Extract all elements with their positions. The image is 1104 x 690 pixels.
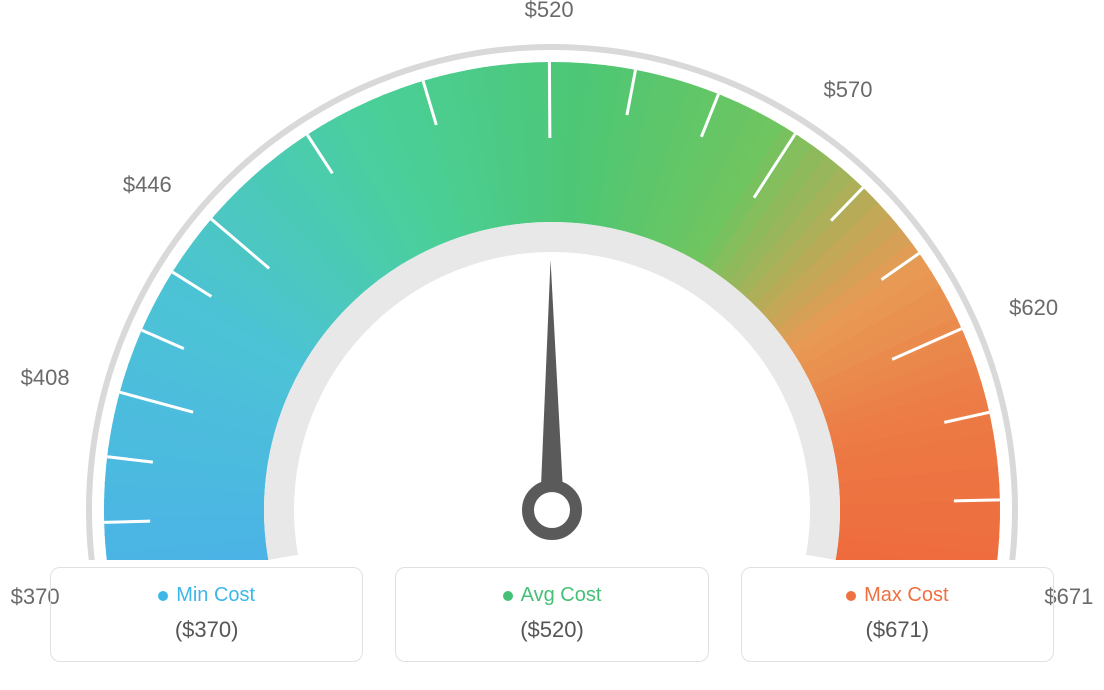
legend-card-min: Min Cost ($370) bbox=[50, 567, 363, 662]
tick-label: $446 bbox=[123, 172, 172, 198]
tick-label: $620 bbox=[1009, 295, 1058, 321]
tick-label: $570 bbox=[824, 77, 873, 103]
legend-min-value: ($370) bbox=[61, 617, 352, 643]
gauge-svg bbox=[0, 0, 1104, 560]
chart-container: $370$408$446$520$570$620$671 Min Cost ($… bbox=[0, 0, 1104, 690]
dot-icon bbox=[846, 591, 856, 601]
legend-card-avg: Avg Cost ($520) bbox=[395, 567, 708, 662]
legend-row: Min Cost ($370) Avg Cost ($520) Max Cost… bbox=[50, 567, 1054, 662]
tick-label: $408 bbox=[21, 365, 70, 391]
legend-avg-value: ($520) bbox=[406, 617, 697, 643]
legend-title-min: Min Cost bbox=[61, 584, 352, 607]
legend-avg-label: Avg Cost bbox=[521, 584, 602, 606]
gauge-area: $370$408$446$520$570$620$671 bbox=[0, 0, 1104, 560]
tick-label: $520 bbox=[525, 0, 574, 23]
legend-min-label: Min Cost bbox=[176, 584, 255, 606]
legend-card-max: Max Cost ($671) bbox=[741, 567, 1054, 662]
legend-max-value: ($671) bbox=[752, 617, 1043, 643]
legend-max-label: Max Cost bbox=[864, 584, 948, 606]
legend-title-avg: Avg Cost bbox=[406, 584, 697, 607]
dot-icon bbox=[503, 591, 513, 601]
legend-title-max: Max Cost bbox=[752, 584, 1043, 607]
dot-icon bbox=[158, 591, 168, 601]
